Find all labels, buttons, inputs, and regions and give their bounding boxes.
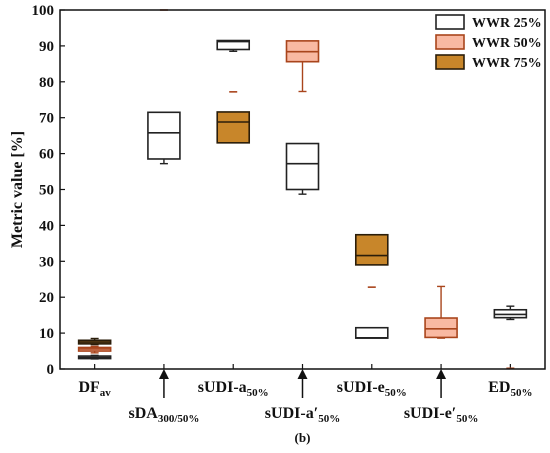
legend-label: WWR 50% [472,36,542,51]
arrow-head [436,369,447,379]
category-subscript: 50% [385,387,407,399]
category-subscript: 300/50% [158,413,200,425]
x-category-label: sUDI-a′50% [265,405,340,425]
box-plot [77,354,112,360]
x-category-label: ED50% [488,379,532,399]
arrow-up-icon [436,369,447,398]
category-main: sUDI-e′ [404,405,457,422]
y-tick-label: 80 [39,75,54,91]
category-main: DF [78,379,100,396]
box-iqr [147,111,181,160]
y-tick-label: 70 [39,111,54,127]
legend-item: WWR 50% [435,34,542,51]
y-axis-title: Metric value [%] [9,131,26,248]
x-category-labels: DFavsDA300/50%sUDI-a50%sUDI-a′50%sUDI-e5… [78,369,532,425]
category-subscript: av [100,387,112,399]
legend-swatch [435,14,465,30]
box-plot [285,40,320,93]
x-category-label: sUDI-a50% [198,379,269,399]
category-main: sDA [128,405,158,422]
x-category-label: sUDI-e50% [337,379,407,399]
box-plot [216,111,251,144]
series-wwr-75- [77,111,389,346]
y-tick-label: 50 [39,183,54,199]
category-main: ED [488,379,510,396]
box-plot [424,285,458,339]
box-iqr [354,326,389,339]
category-subscript: 50% [456,413,478,425]
box-plot [147,111,181,165]
y-tick-label: 40 [39,218,54,234]
box-iqr [216,111,251,144]
category-main: sUDI-a′ [265,405,318,422]
box-plot [285,142,320,195]
arrow-up-icon [297,369,308,398]
panel-label: (b) [295,430,311,445]
legend-label: WWR 75% [472,56,542,71]
box-plot [77,345,112,354]
category-main: sUDI-e [337,379,385,396]
arrow-up-icon [158,369,169,398]
category-subscript: 50% [318,413,340,425]
y-tick-label: 0 [47,362,55,378]
box-plot [354,326,389,339]
y-tick-labels: 0 10 20 30 40 50 60 70 80 90 100 [32,3,55,378]
y-tick-label: 100 [32,3,55,19]
category-subscript: 50% [247,387,269,399]
box-plot [216,39,251,52]
legend-label: WWR 25% [472,16,542,31]
legend-item: WWR 25% [435,14,542,31]
box-iqr [216,39,251,51]
box-plot [77,337,112,346]
legend: WWR 25% WWR 50% WWR 75% [435,14,542,71]
y-tick-label: 20 [39,290,54,306]
arrow-head [297,369,308,379]
x-category-label: DFav [78,379,111,399]
x-category-label: sUDI-e′50% [404,405,479,425]
box-plot [354,233,389,266]
legend-swatch [435,34,465,50]
legend-swatch [435,54,465,70]
y-tick-label: 30 [39,254,54,270]
series-wwr-25- [77,39,528,360]
box-plot [493,305,528,321]
y-tick-label: 90 [39,39,54,55]
x-category-label: sDA300/50% [128,405,199,425]
legend-item: WWR 75% [435,54,542,71]
arrow-head [158,369,169,379]
box-iqr [354,233,389,266]
y-tick-label: 60 [39,147,54,163]
category-main: sUDI-a [198,379,247,396]
box-iqr [285,142,320,191]
box-iqr [424,317,458,339]
category-subscript: 50% [510,387,532,399]
box-series [77,9,528,370]
y-tick-label: 10 [39,326,54,342]
